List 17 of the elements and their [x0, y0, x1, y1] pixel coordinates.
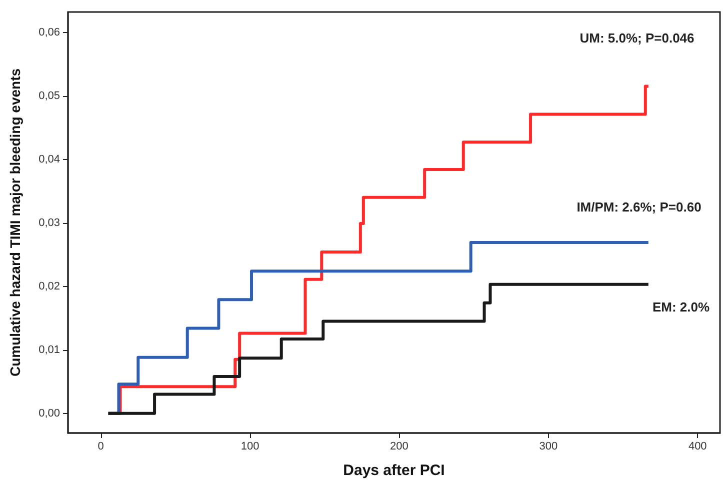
annotation: IM/PM: 2.6%; P=0.60	[576, 200, 702, 214]
y-tick-label: 0,02	[38, 280, 60, 292]
y-tick-label: 0,05	[38, 90, 60, 102]
y-tick-label: 0,01	[38, 344, 60, 356]
x-tick-label: 200	[390, 440, 408, 452]
y-tick-label: 0,03	[38, 216, 60, 229]
y-tick-label: 0,06	[38, 26, 60, 38]
y-axis-title: Cumulative hazard TIMI major bleeding events	[7, 68, 23, 377]
x-tick-label: 300	[539, 440, 558, 452]
x-tick-label: 100	[240, 440, 260, 452]
annotation: EM: 2.0%	[652, 300, 710, 314]
annotation: UM: 5.0%; P=0.046	[580, 30, 694, 46]
x-tick-label: 400	[688, 440, 707, 452]
y-tick-label: 0,04	[38, 153, 60, 166]
x-axis-title: Days after PCI	[343, 462, 445, 479]
x-tick-label: 0	[98, 440, 104, 452]
y-tick-label: 0,00	[38, 407, 60, 420]
